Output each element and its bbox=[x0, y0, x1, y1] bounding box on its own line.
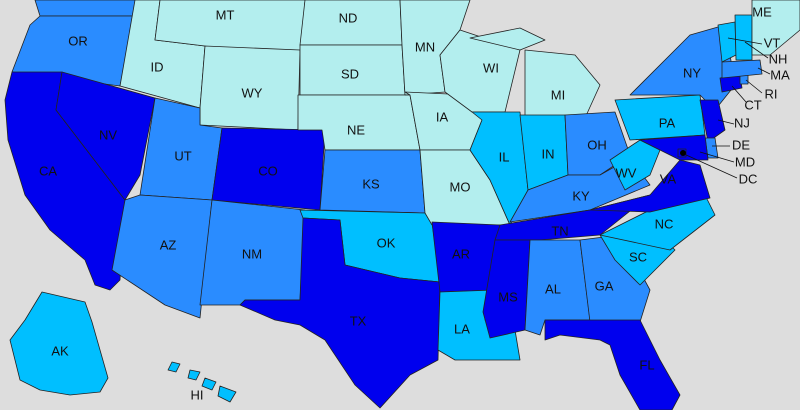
state-label-wy: WY bbox=[242, 85, 263, 100]
state-tx[interactable] bbox=[239, 217, 441, 409]
state-label-nh: NH bbox=[769, 51, 788, 66]
state-me[interactable] bbox=[751, 0, 800, 56]
state-wa[interactable] bbox=[34, 0, 141, 17]
state-label-tn: TN bbox=[551, 223, 568, 238]
state-label-ny: NY bbox=[683, 65, 701, 80]
state-label-md: MD bbox=[735, 154, 755, 169]
state-ms[interactable] bbox=[482, 239, 531, 339]
state-label-mi: MI bbox=[551, 87, 565, 102]
state-wv[interactable] bbox=[609, 139, 661, 191]
state-ak[interactable] bbox=[9, 291, 109, 396]
leader-line-vt bbox=[727, 37, 763, 45]
state-label-co: CO bbox=[258, 163, 278, 178]
state-label-nj: NJ bbox=[734, 115, 750, 130]
state-label-ri: RI bbox=[765, 86, 778, 101]
leader-line-dc bbox=[683, 153, 738, 179]
state-mi-upper-peninsula[interactable] bbox=[469, 27, 546, 51]
leader-line-ri bbox=[745, 79, 763, 94]
state-label-ia: IA bbox=[436, 109, 449, 124]
state-label-or: OR bbox=[68, 33, 88, 48]
leader-line-ma bbox=[757, 67, 771, 75]
state-hi[interactable] bbox=[167, 361, 237, 403]
state-label-pa: PA bbox=[659, 115, 676, 130]
leader-line-nh bbox=[744, 41, 769, 59]
state-label-al: AL bbox=[545, 281, 561, 296]
state-label-tx: TX bbox=[350, 313, 367, 328]
state-label-wv: WV bbox=[616, 165, 637, 180]
state-fl[interactable] bbox=[544, 319, 681, 410]
state-label-de: DE bbox=[732, 137, 750, 152]
state-label-ne: NE bbox=[347, 122, 365, 137]
state-label-ga: GA bbox=[595, 278, 614, 293]
state-label-fl: FL bbox=[639, 357, 654, 372]
state-nj[interactable] bbox=[699, 99, 726, 143]
state-label-dc: DC bbox=[739, 171, 758, 186]
state-ma[interactable] bbox=[721, 59, 763, 79]
state-label-mo: MO bbox=[450, 179, 471, 194]
state-label-id: ID bbox=[151, 59, 164, 74]
state-label-wi: WI bbox=[483, 60, 499, 75]
state-nh[interactable] bbox=[734, 14, 753, 61]
state-label-nc: NC bbox=[655, 216, 674, 231]
state-label-nd: ND bbox=[339, 10, 358, 25]
state-label-ky: KY bbox=[572, 188, 590, 203]
state-label-ks: KS bbox=[362, 176, 380, 191]
state-md[interactable] bbox=[639, 134, 709, 161]
state-label-hi: HI bbox=[191, 387, 204, 402]
leader-line-md bbox=[699, 151, 735, 163]
state-label-ms: MS bbox=[498, 289, 518, 304]
state-label-mn: MN bbox=[415, 39, 435, 54]
state-va[interactable] bbox=[589, 159, 711, 213]
state-label-il: IL bbox=[499, 149, 510, 164]
state-mi[interactable] bbox=[524, 49, 601, 119]
state-label-nv: NV bbox=[99, 127, 117, 142]
dc-marker bbox=[680, 150, 686, 156]
state-label-sc: SC bbox=[629, 249, 647, 264]
state-label-ok: OK bbox=[377, 235, 396, 250]
state-label-ar: AR bbox=[452, 246, 470, 261]
state-label-me: ME bbox=[752, 4, 772, 19]
state-label-vt: VT bbox=[764, 35, 781, 50]
state-label-la: LA bbox=[454, 321, 470, 336]
state-label-sd: SD bbox=[341, 66, 359, 81]
state-label-va: VA bbox=[660, 171, 677, 186]
state-label-nm: NM bbox=[242, 246, 262, 261]
leader-line-ct bbox=[731, 85, 747, 103]
state-label-ma: MA bbox=[770, 67, 790, 82]
state-label-ut: UT bbox=[174, 148, 191, 163]
state-label-in: IN bbox=[542, 146, 555, 161]
state-label-ak: AK bbox=[51, 343, 69, 358]
state-wy[interactable] bbox=[199, 45, 301, 131]
state-label-ct: CT bbox=[744, 97, 761, 112]
state-nv[interactable] bbox=[55, 71, 156, 201]
leader-line-nj bbox=[717, 119, 735, 125]
state-label-az: AZ bbox=[160, 237, 177, 252]
state-label-mt: MT bbox=[216, 7, 235, 22]
state-label-ca: CA bbox=[39, 163, 57, 178]
state-label-oh: OH bbox=[587, 137, 607, 152]
